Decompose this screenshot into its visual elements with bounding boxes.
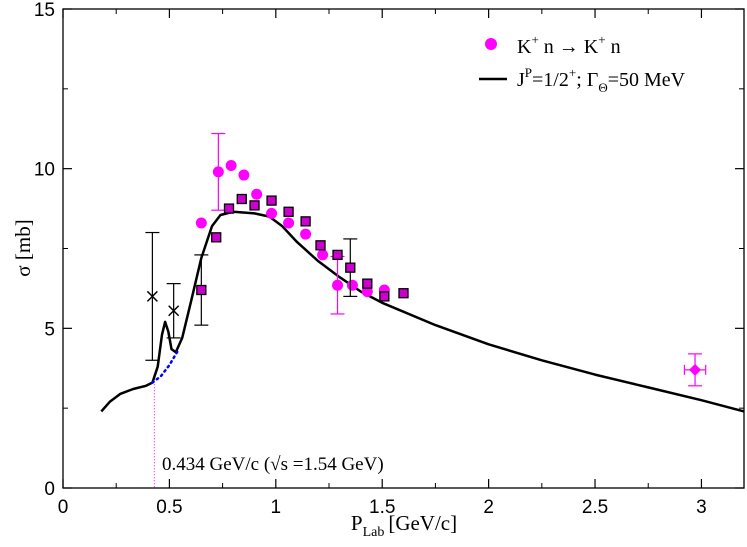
circle-point [251, 188, 263, 200]
cross-point [146, 290, 158, 302]
legend-2-sub-c: Θ [598, 80, 607, 95]
legend-2-sup-b: + [569, 65, 576, 80]
x-axis-title-unit: [GeV/c] [388, 511, 457, 535]
circle-point [238, 169, 250, 181]
x-tick-label: 1.5 [369, 497, 395, 518]
x-tick-label: 1 [271, 497, 282, 518]
circle-point [212, 166, 224, 178]
legend-label-1: K+ n → K+ n [517, 32, 621, 58]
legend-2-sup-a: P [525, 65, 532, 80]
square-point [398, 288, 409, 299]
square-point [196, 284, 207, 296]
cross-point [168, 305, 180, 317]
legend-2-part-a: J [517, 69, 525, 91]
x-axis-title: PLab [GeV/c] [351, 511, 457, 540]
x-tick-label: 2 [483, 497, 494, 518]
legend-circle-marker [485, 38, 497, 50]
diamond-point [689, 363, 702, 376]
circle-point [361, 286, 373, 298]
legend-1-sup-b: + [598, 32, 605, 47]
square-point [249, 200, 260, 211]
x-tick-label: 2.5 [582, 497, 608, 518]
legend: K+ n → K+ n JP=1/2+; ΓΘ=50 MeV [479, 32, 686, 95]
square-point [300, 216, 311, 227]
y-tick-label: 10 [34, 160, 55, 181]
legend-label-2: JP=1/2+; ΓΘ=50 MeV [517, 65, 686, 95]
x-tick-label: 0.5 [156, 497, 182, 518]
legend-1-part-b: n → K [539, 36, 599, 58]
legend-1-part-a: K [517, 36, 532, 58]
y-axis-title: σ [mb] [11, 219, 35, 276]
circle-point [346, 279, 358, 291]
x-tick-label: 0 [58, 497, 69, 518]
axis-ticks [62, 8, 744, 489]
circle-point [300, 228, 312, 240]
circle-point [317, 249, 329, 261]
square-point [379, 291, 390, 302]
y-tick-label: 5 [44, 319, 55, 340]
x-tick-label: 3 [696, 497, 707, 518]
model-curve [100, 210, 745, 413]
legend-2-part-b: =1/2 [532, 69, 569, 91]
square-point [236, 193, 247, 205]
curves [100, 210, 745, 413]
legend-2-part-d: =50 MeV [608, 69, 686, 91]
circle-point [195, 217, 207, 229]
circle-point [266, 207, 278, 219]
x-axis-title-main: P [351, 511, 363, 535]
x-axis-title-sub: Lab [363, 525, 385, 540]
circle-point [225, 159, 237, 171]
square-point [315, 240, 326, 251]
square-point [223, 203, 235, 214]
square-point [211, 232, 222, 243]
square-point [332, 249, 343, 261]
y-tick-label: 0 [44, 479, 55, 500]
circle-point [283, 217, 295, 229]
circle-point [332, 279, 344, 291]
square-point [345, 262, 356, 273]
model-curve-dotted [151, 349, 180, 384]
square-point [362, 278, 373, 289]
axis-tick-labels: 0 0.5 1 1.5 2 2.5 3 0 5 10 15 [34, 0, 707, 518]
square-point [283, 206, 294, 217]
data-markers [145, 132, 707, 387]
y-tick-label: 15 [34, 0, 55, 21]
legend-1-sup-a: + [531, 32, 538, 47]
square-point [266, 195, 277, 206]
threshold-annotation: 0.434 GeV/c (√s =1.54 GeV) [162, 454, 384, 475]
legend-2-part-c: ; Γ [576, 69, 598, 91]
legend-1-part-c: n [606, 36, 621, 58]
